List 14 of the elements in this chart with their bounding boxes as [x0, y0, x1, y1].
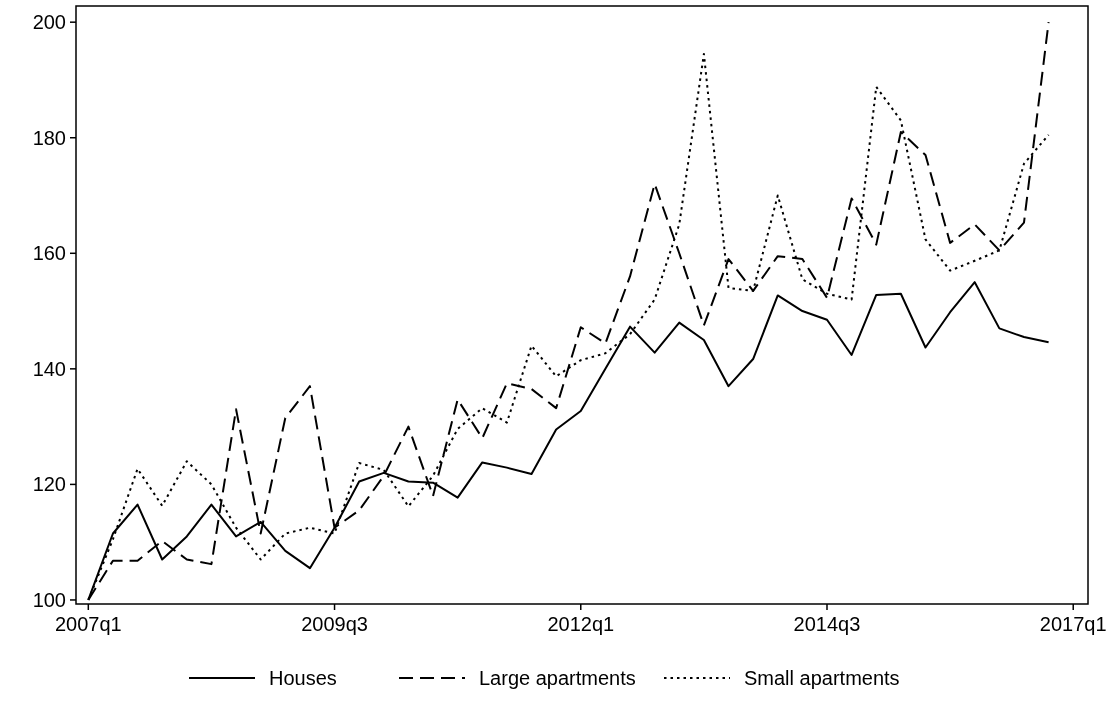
y-tick-label: 160: [32, 242, 66, 265]
legend-label: Houses: [269, 667, 337, 689]
x-tick-label: 2007q1: [54, 613, 122, 635]
x-tick-label: 2017q1: [1039, 613, 1107, 635]
legend-label: Large apartments: [479, 667, 636, 689]
y-tick-label: 100: [32, 588, 66, 611]
y-tick-label: 200: [32, 11, 66, 34]
legend-label: Small apartments: [744, 667, 900, 689]
x-tick-label: 2014q3: [793, 613, 861, 635]
x-tick-label: 2012q1: [547, 613, 615, 635]
y-tick-label: 140: [32, 357, 66, 380]
y-tick-label: 120: [32, 473, 66, 496]
x-tick-label: 2009q3: [301, 613, 368, 635]
y-tick-label: 180: [32, 126, 66, 149]
